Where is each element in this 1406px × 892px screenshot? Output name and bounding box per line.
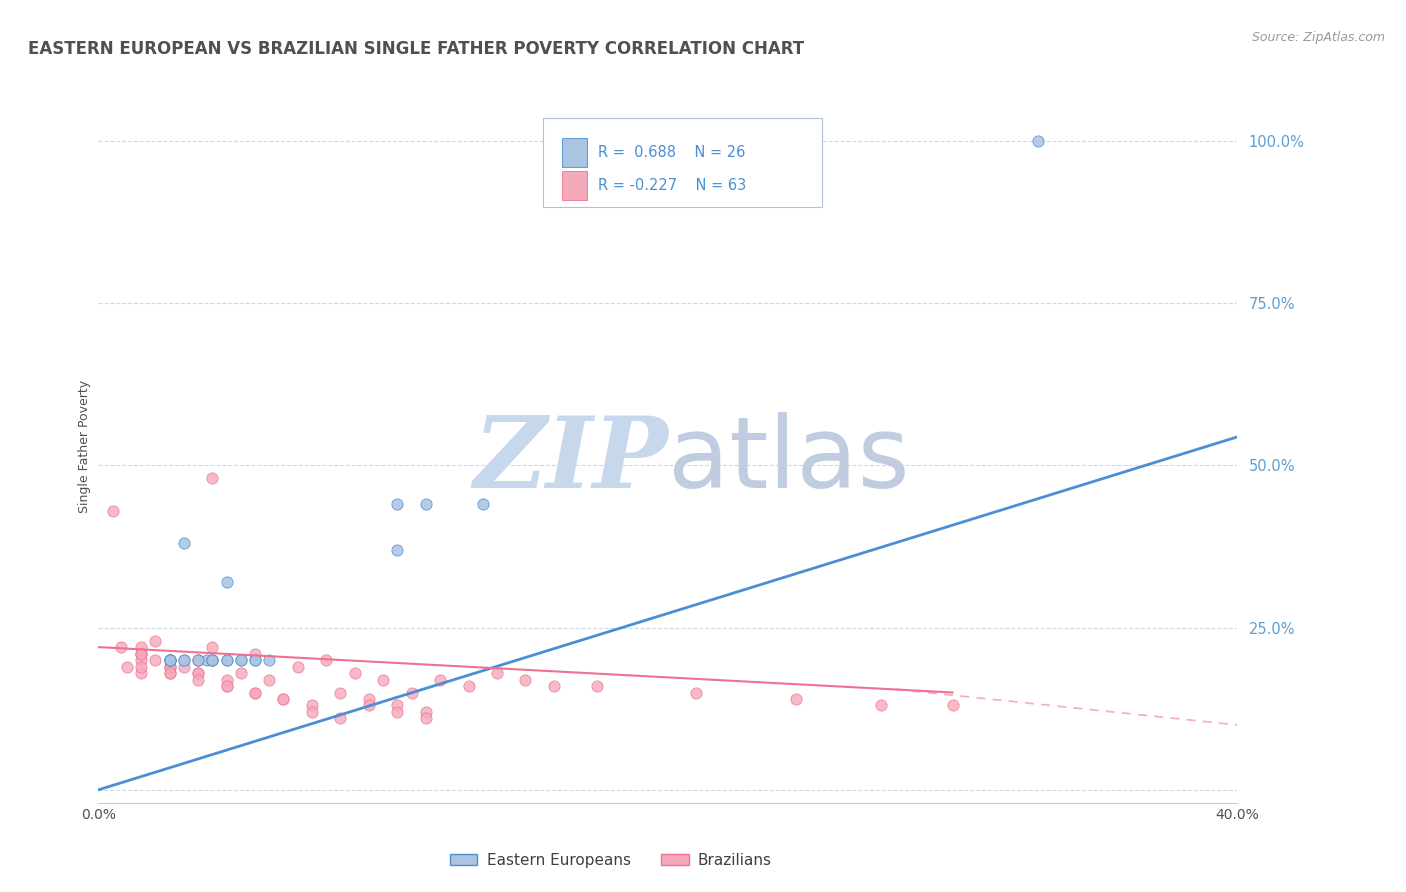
Point xyxy=(173,653,195,667)
Point xyxy=(115,659,138,673)
Point xyxy=(201,653,224,667)
Point xyxy=(243,685,266,699)
Point xyxy=(159,659,181,673)
Point xyxy=(357,698,380,713)
Point xyxy=(201,640,224,654)
Point xyxy=(187,653,209,667)
Point xyxy=(159,659,181,673)
Point xyxy=(215,575,238,590)
Point xyxy=(187,666,209,681)
Point xyxy=(273,692,295,706)
Point xyxy=(387,705,409,719)
Point xyxy=(373,673,395,687)
Point xyxy=(457,679,479,693)
Point xyxy=(110,640,132,654)
Point xyxy=(259,653,281,667)
Point xyxy=(243,685,266,699)
Text: atlas: atlas xyxy=(668,412,910,508)
Point xyxy=(129,640,152,654)
Text: R =  0.688    N = 26: R = 0.688 N = 26 xyxy=(599,145,745,160)
Point xyxy=(129,659,152,673)
Point xyxy=(870,698,893,713)
Point xyxy=(273,692,295,706)
Point xyxy=(429,673,451,687)
Point xyxy=(243,653,266,667)
Point xyxy=(159,653,181,667)
Point xyxy=(685,685,707,699)
Point xyxy=(201,653,224,667)
Point xyxy=(187,653,209,667)
Point xyxy=(301,698,323,713)
Point xyxy=(415,705,437,719)
Point xyxy=(201,653,224,667)
Point xyxy=(515,673,537,687)
Point xyxy=(145,653,167,667)
Point xyxy=(201,653,224,667)
Text: ZIP: ZIP xyxy=(472,412,668,508)
Point xyxy=(159,653,181,667)
Point xyxy=(129,653,152,667)
Point xyxy=(357,692,380,706)
Point xyxy=(301,705,323,719)
Point xyxy=(159,666,181,681)
Text: R = -0.227    N = 63: R = -0.227 N = 63 xyxy=(599,178,747,193)
Point xyxy=(401,685,423,699)
Point xyxy=(215,653,238,667)
Point xyxy=(315,653,337,667)
Point xyxy=(159,653,181,667)
Point xyxy=(159,653,181,667)
Point xyxy=(415,711,437,725)
Point xyxy=(329,685,352,699)
Point xyxy=(229,653,252,667)
Point xyxy=(195,653,218,667)
Point xyxy=(229,653,252,667)
Point xyxy=(159,659,181,673)
Point xyxy=(159,653,181,667)
Point xyxy=(215,679,238,693)
Point xyxy=(159,653,181,667)
Point xyxy=(129,647,152,661)
FancyBboxPatch shape xyxy=(562,171,586,200)
Point xyxy=(215,679,238,693)
Text: EASTERN EUROPEAN VS BRAZILIAN SINGLE FATHER POVERTY CORRELATION CHART: EASTERN EUROPEAN VS BRAZILIAN SINGLE FAT… xyxy=(28,40,804,58)
Point xyxy=(145,633,167,648)
Point xyxy=(129,647,152,661)
Point xyxy=(329,711,352,725)
Point xyxy=(215,653,238,667)
Point xyxy=(243,647,266,661)
Point xyxy=(159,666,181,681)
Legend: Eastern Europeans, Brazilians: Eastern Europeans, Brazilians xyxy=(444,847,778,873)
Point xyxy=(129,666,152,681)
Point xyxy=(229,666,252,681)
Point xyxy=(942,698,965,713)
Point xyxy=(343,666,366,681)
Point xyxy=(543,679,565,693)
Point xyxy=(243,653,266,667)
Point xyxy=(187,666,209,681)
Point xyxy=(259,673,281,687)
Point xyxy=(215,673,238,687)
Y-axis label: Single Father Poverty: Single Father Poverty xyxy=(79,379,91,513)
Point xyxy=(486,666,509,681)
Point xyxy=(201,471,224,485)
Point xyxy=(173,659,195,673)
Point xyxy=(471,497,494,511)
Point xyxy=(129,647,152,661)
Point xyxy=(585,679,607,693)
Point xyxy=(387,698,409,713)
Point xyxy=(187,653,209,667)
Point xyxy=(387,542,409,557)
Point xyxy=(287,659,309,673)
Point xyxy=(173,653,195,667)
Point xyxy=(387,497,409,511)
Text: Source: ZipAtlas.com: Source: ZipAtlas.com xyxy=(1251,31,1385,45)
Point xyxy=(785,692,807,706)
Point xyxy=(1026,134,1049,148)
Point xyxy=(101,504,124,518)
FancyBboxPatch shape xyxy=(562,138,586,167)
FancyBboxPatch shape xyxy=(543,118,821,207)
Point xyxy=(415,497,437,511)
Point xyxy=(173,536,195,550)
Point xyxy=(187,673,209,687)
